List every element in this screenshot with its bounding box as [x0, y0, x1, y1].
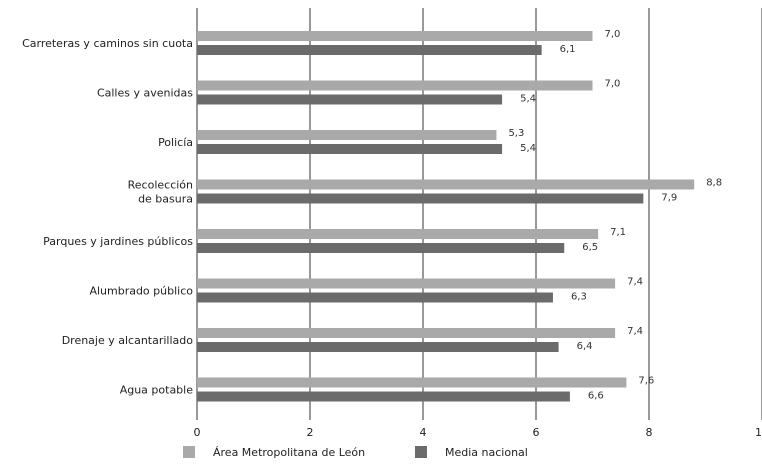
bar [197, 45, 542, 55]
bar [197, 292, 553, 303]
bar [197, 130, 497, 140]
x-tick-label: 8 [646, 426, 653, 439]
value-label: 7,9 [661, 193, 677, 204]
value-label: 7,4 [627, 277, 643, 288]
y-tick-label: Policía [158, 136, 193, 149]
bar [197, 391, 570, 402]
bar [197, 31, 593, 41]
y-tick-label: Recolección de basura [128, 179, 193, 206]
bar [197, 179, 695, 190]
value-label: 6,3 [571, 292, 587, 303]
bar [197, 94, 503, 105]
x-tick-label: 10 [755, 426, 762, 439]
value-label: 5,4 [520, 94, 536, 105]
y-tick-label: Alumbrado público [89, 285, 193, 298]
value-label: 7,4 [627, 326, 643, 337]
x-tick-label: 2 [307, 426, 314, 439]
bar [197, 193, 644, 204]
value-label: 5,4 [520, 143, 536, 154]
value-label: 5,3 [508, 128, 524, 139]
bar [197, 342, 559, 352]
bar [197, 243, 565, 253]
x-tick-label: 4 [420, 426, 427, 439]
legend-swatch [183, 446, 195, 458]
y-tick-label: Drenaje y alcantarillado [62, 334, 194, 347]
value-label: 6,5 [582, 242, 598, 253]
x-tick-label: 6 [533, 426, 540, 439]
legend-label: Área Metropolitana de León [213, 446, 365, 459]
value-label: 7,1 [610, 227, 626, 238]
value-label: 7,6 [638, 376, 654, 387]
legend-swatch [415, 446, 427, 458]
value-label: 8,8 [706, 178, 722, 189]
value-label: 6,6 [588, 391, 604, 402]
y-tick-label: Parques y jardines públicos [43, 235, 193, 248]
bar [197, 377, 627, 388]
value-label: 6,4 [577, 341, 593, 352]
y-tick-label: Agua potable [120, 384, 194, 397]
y-tick-label: Carreteras y caminos sin cuota [22, 37, 193, 50]
bar [197, 229, 599, 239]
bar [197, 80, 593, 91]
value-label: 6,1 [560, 44, 576, 55]
x-tick-label: 0 [194, 426, 201, 439]
value-label: 7,0 [605, 29, 621, 40]
bar [197, 278, 616, 289]
bar [197, 328, 616, 338]
bar [197, 144, 503, 154]
legend-label: Media nacional [445, 446, 528, 459]
y-tick-label: Calles y avenidas [97, 87, 193, 100]
value-label: 7,0 [605, 79, 621, 90]
